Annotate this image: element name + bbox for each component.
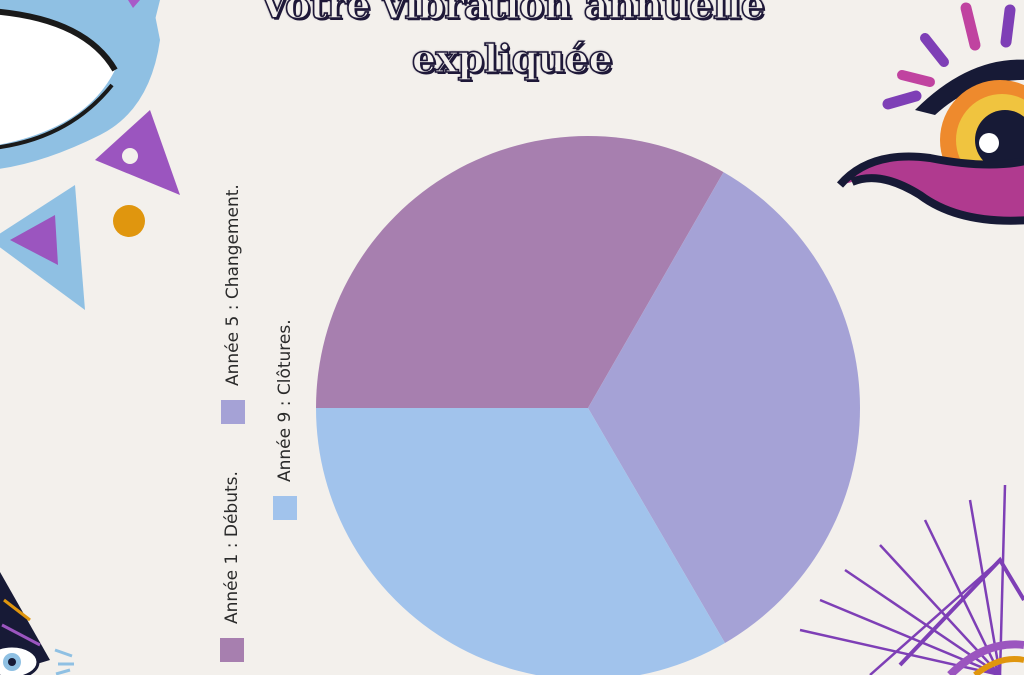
legend-label-annee-1: Année 1 : Débuts. [222,471,242,624]
bottom-right-starburst-ornament [799,484,1024,675]
bottom-left-eye-ornament [0,572,74,675]
legend-item-annee-5: Année 5 : Changement. [221,184,245,424]
legend-label-annee-9: Année 9 : Clôtures. [275,319,295,482]
slice-annee-5 [588,172,860,643]
top-right-eye-ornament [836,2,1024,225]
legend-item-annee-1: Année 1 : Débuts. [220,471,244,662]
chart-title-line-1: Votre vibration annuelle [259,0,766,27]
legend-swatch-annee-9 [273,496,297,520]
legend-swatch-annee-1 [220,638,244,662]
legend-swatch-annee-5 [221,400,245,424]
chart-title-line-2: expliquée [411,36,613,81]
slice-annee-9 [316,408,725,675]
legend-item-annee-9: Année 9 : Clôtures. [273,319,297,520]
top-left-eye-ornament [0,0,180,310]
slice-annee-1 [316,136,724,408]
legend-label-annee-5: Année 5 : Changement. [223,184,243,386]
